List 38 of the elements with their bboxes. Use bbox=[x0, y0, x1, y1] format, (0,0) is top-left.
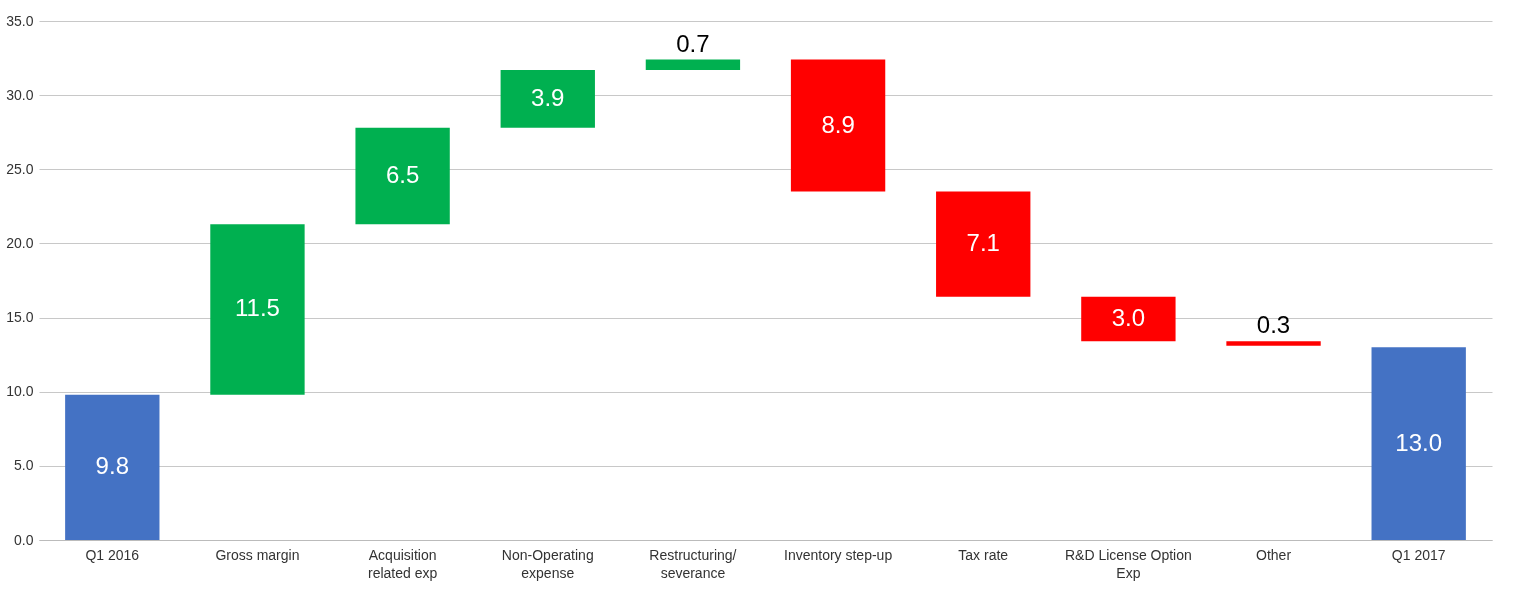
data-label: 7.1 bbox=[966, 229, 1000, 257]
data-label: 13.0 bbox=[1395, 428, 1443, 456]
y-tick-label: 15.0 bbox=[6, 309, 34, 326]
x-tick-label: Acquisition related exp bbox=[367, 546, 438, 581]
x-tick-label: Non-Operating expense bbox=[501, 546, 594, 581]
y-tick-label: 35.0 bbox=[6, 12, 34, 29]
x-tick-label: Inventory step-up bbox=[783, 546, 893, 563]
y-tick-label: 5.0 bbox=[14, 457, 34, 474]
data-label: 0.7 bbox=[676, 29, 710, 57]
x-tick-label: Q1 2016 bbox=[85, 546, 140, 563]
x-tick-label: Q1 2017 bbox=[1391, 546, 1446, 563]
data-label: 11.5 bbox=[234, 294, 280, 322]
data-label: 6.5 bbox=[385, 160, 420, 188]
x-tick-label: Tax rate bbox=[958, 546, 1009, 563]
bar bbox=[500, 69, 595, 128]
y-tick-label: 20.0 bbox=[6, 234, 34, 251]
bar bbox=[1226, 341, 1321, 346]
y-tick-label: 25.0 bbox=[6, 160, 34, 177]
bar bbox=[210, 224, 305, 395]
x-tick-label: R&D License Option Exp bbox=[1064, 546, 1192, 581]
bar bbox=[645, 59, 741, 70]
bar bbox=[1081, 296, 1176, 342]
data-label: 3.9 bbox=[531, 83, 565, 111]
y-tick-label: 0.0 bbox=[14, 531, 34, 548]
data-label: 0.3 bbox=[1256, 311, 1291, 339]
y-tick-label: 30.0 bbox=[6, 86, 34, 103]
bar bbox=[1371, 347, 1466, 540]
bar bbox=[790, 59, 886, 192]
data-label: 8.9 bbox=[821, 110, 855, 138]
bar bbox=[355, 127, 450, 225]
x-tick-label: Gross margin bbox=[215, 546, 300, 563]
bar bbox=[65, 394, 160, 540]
y-tick-label: 10.0 bbox=[6, 383, 34, 400]
data-label: 3.0 bbox=[1111, 304, 1146, 332]
x-tick-label: Restructuring/ severance bbox=[649, 546, 737, 581]
x-tick-label: Other bbox=[1256, 546, 1292, 563]
data-label: 9.8 bbox=[95, 452, 129, 480]
bar bbox=[936, 191, 1031, 297]
